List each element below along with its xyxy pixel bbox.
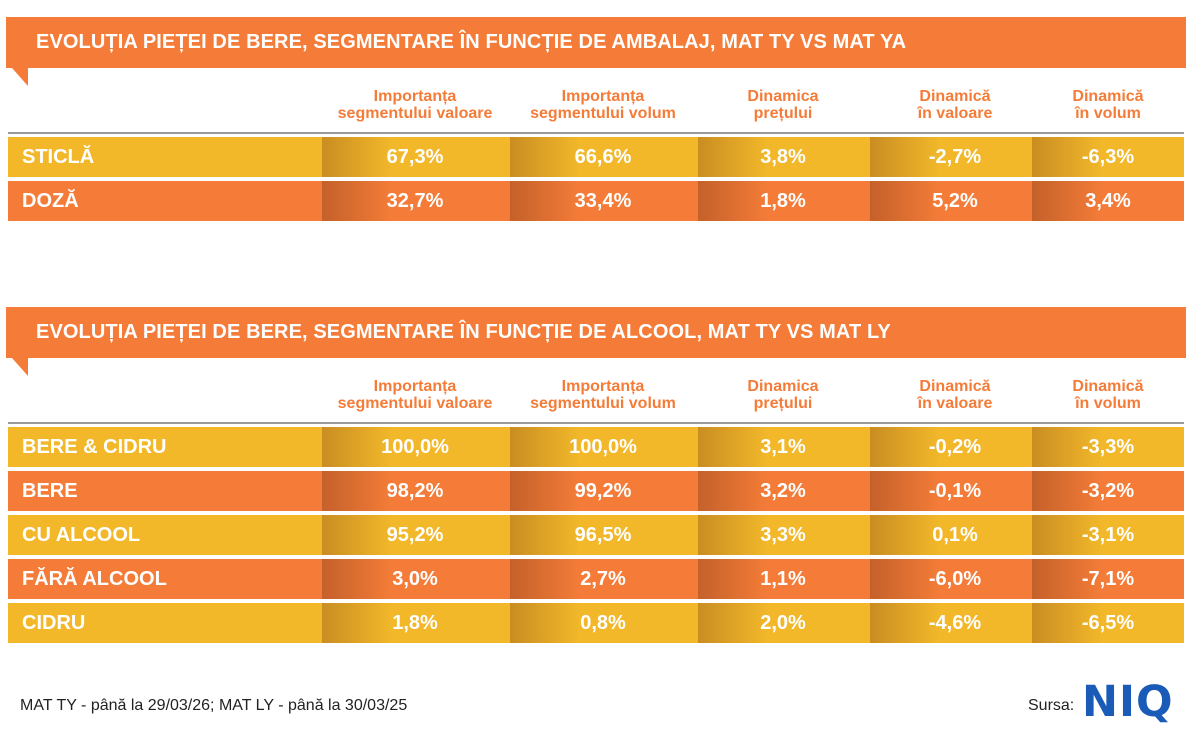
table-body: STICLĂ 67,3% 66,6% 3,8% -2,7% -6,3% DOZĂ… bbox=[8, 137, 1184, 225]
volume-importance-cell: 99,2% bbox=[510, 471, 696, 511]
value-dynamics-cell: 0,1% bbox=[870, 515, 1040, 555]
section-title-banner: EVOLUȚIA PIEȚEI DE BERE, SEGMENTARE ÎN F… bbox=[6, 307, 1186, 376]
value-dynamics-cell: 5,2% bbox=[870, 181, 1040, 221]
header-volume-importance: Importanța segmentului volum bbox=[530, 378, 676, 412]
volume-dynamics-cell: -7,1% bbox=[1032, 559, 1184, 599]
value-importance-cell: 1,8% bbox=[322, 603, 508, 643]
source-label: Sursa: bbox=[1028, 697, 1075, 714]
price-dynamics-cell: 1,8% bbox=[698, 181, 868, 221]
volume-importance-cell: 33,4% bbox=[510, 181, 696, 221]
volume-importance-cell: 66,6% bbox=[510, 137, 696, 177]
price-dynamics-cell: 3,3% bbox=[698, 515, 868, 555]
row-label: CIDRU bbox=[22, 612, 86, 634]
header-volume-importance: Importanța segmentului volum bbox=[530, 88, 676, 122]
volume-importance-cell: 0,8% bbox=[510, 603, 696, 643]
price-dynamics-cell: 2,0% bbox=[698, 603, 868, 643]
section-title-banner: EVOLUȚIA PIEȚEI DE BERE, SEGMENTARE ÎN F… bbox=[6, 17, 1186, 86]
row-label: STICLĂ bbox=[22, 146, 95, 168]
table-row: BERE & CIDRU 100,0% 100,0% 3,1% -0,2% -3… bbox=[8, 427, 1184, 467]
table-row: FĂRĂ ALCOOL 3,0% 2,7% 1,1% -6,0% -7,1% bbox=[8, 559, 1184, 599]
value-importance-cell: 95,2% bbox=[322, 515, 508, 555]
section-title: EVOLUȚIA PIEȚEI DE BERE, SEGMENTARE ÎN F… bbox=[36, 321, 891, 343]
value-dynamics-cell: -6,0% bbox=[870, 559, 1040, 599]
header-value-importance: Importanța segmentului valoare bbox=[337, 88, 493, 122]
volume-dynamics-cell: -6,3% bbox=[1032, 137, 1184, 177]
column-headers: Importanța segmentului valoare Importanța… bbox=[0, 378, 1200, 418]
price-dynamics-cell: 1,1% bbox=[698, 559, 868, 599]
period-footnote: MAT TY - până la 29/03/26; MAT LY - până… bbox=[20, 697, 408, 714]
table-row: STICLĂ 67,3% 66,6% 3,8% -2,7% -6,3% bbox=[8, 137, 1184, 177]
header-divider bbox=[8, 132, 1184, 134]
header-volume-dynamics: Dinamică în volum bbox=[1072, 378, 1144, 412]
volume-importance-cell: 100,0% bbox=[510, 427, 696, 467]
header-volume-dynamics: Dinamică în volum bbox=[1072, 88, 1144, 122]
volume-importance-cell: 96,5% bbox=[510, 515, 696, 555]
value-dynamics-cell: -0,1% bbox=[870, 471, 1040, 511]
table-row: BERE 98,2% 99,2% 3,2% -0,1% -3,2% bbox=[8, 471, 1184, 511]
value-importance-cell: 100,0% bbox=[322, 427, 508, 467]
niq-logo: NIQ bbox=[1082, 677, 1174, 727]
value-importance-cell: 3,0% bbox=[322, 559, 508, 599]
section-title: EVOLUȚIA PIEȚEI DE BERE, SEGMENTARE ÎN F… bbox=[36, 31, 907, 53]
volume-dynamics-cell: -3,2% bbox=[1032, 471, 1184, 511]
table-row: CIDRU 1,8% 0,8% 2,0% -4,6% -6,5% bbox=[8, 603, 1184, 643]
value-dynamics-cell: -4,6% bbox=[870, 603, 1040, 643]
value-dynamics-cell: -2,7% bbox=[870, 137, 1040, 177]
volume-importance-cell: 2,7% bbox=[510, 559, 696, 599]
table-body: BERE & CIDRU 100,0% 100,0% 3,1% -0,2% -3… bbox=[8, 427, 1184, 647]
row-label: FĂRĂ ALCOOL bbox=[22, 568, 167, 590]
price-dynamics-cell: 3,2% bbox=[698, 471, 868, 511]
row-label: BERE & CIDRU bbox=[22, 436, 167, 458]
header-value-importance: Importanța segmentului valoare bbox=[337, 378, 493, 412]
price-dynamics-cell: 3,8% bbox=[698, 137, 868, 177]
header-price-dynamics: Dinamica prețului bbox=[747, 88, 819, 122]
value-importance-cell: 67,3% bbox=[322, 137, 508, 177]
value-importance-cell: 98,2% bbox=[322, 471, 508, 511]
header-price-dynamics: Dinamica prețului bbox=[747, 378, 819, 412]
volume-dynamics-cell: -3,1% bbox=[1032, 515, 1184, 555]
row-label: BERE bbox=[22, 480, 78, 502]
volume-dynamics-cell: -6,5% bbox=[1032, 603, 1184, 643]
header-value-dynamics: Dinamică în valoare bbox=[917, 378, 993, 412]
column-headers: Importanța segmentului valoare Importanța… bbox=[0, 88, 1200, 128]
table-row: DOZĂ 32,7% 33,4% 1,8% 5,2% 3,4% bbox=[8, 181, 1184, 221]
table-row: CU ALCOOL 95,2% 96,5% 3,3% 0,1% -3,1% bbox=[8, 515, 1184, 555]
price-dynamics-cell: 3,1% bbox=[698, 427, 868, 467]
row-label: DOZĂ bbox=[22, 190, 79, 212]
value-importance-cell: 32,7% bbox=[322, 181, 508, 221]
value-dynamics-cell: -0,2% bbox=[870, 427, 1040, 467]
volume-dynamics-cell: 3,4% bbox=[1032, 181, 1184, 221]
header-value-dynamics: Dinamică în valoare bbox=[917, 88, 993, 122]
volume-dynamics-cell: -3,3% bbox=[1032, 427, 1184, 467]
row-label: CU ALCOOL bbox=[22, 524, 141, 546]
header-divider bbox=[8, 422, 1184, 424]
